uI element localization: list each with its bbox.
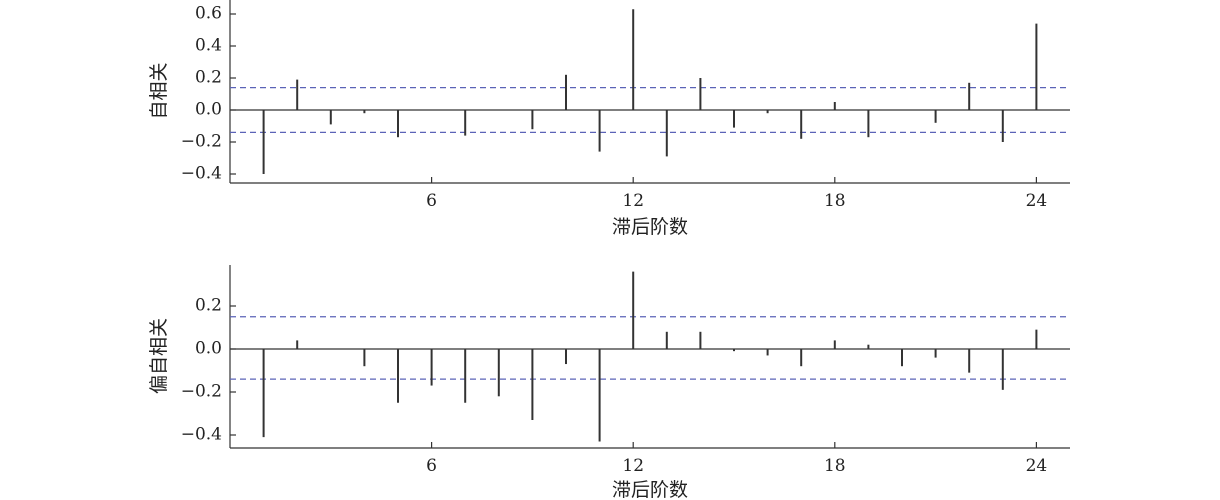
- acf-y-tick-label: −0.2: [181, 132, 222, 152]
- pacf-x-axis-label: 滞后阶数: [612, 479, 688, 500]
- pacf-x-ticks: 6 12 18 24: [426, 442, 1047, 476]
- pacf-y-tick-label: 0.2: [195, 296, 222, 316]
- acf-y-ticks: 0.6 0.4 0.2 0.0 −0.2 −0.4: [181, 4, 236, 184]
- pacf-y-tick-label: −0.4: [181, 425, 222, 445]
- acf-y-tick-label: 0.0: [195, 100, 222, 120]
- acf-y-tick-label: 0.6: [195, 4, 222, 24]
- acf-y-tick-label: −0.4: [181, 164, 222, 184]
- acf-y-tick-label: 0.4: [195, 36, 222, 56]
- pacf-x-tick-label: 6: [426, 456, 437, 476]
- pacf-panel: 0.2 0.0 −0.2 −0.4 6 12 18 24: [148, 265, 1070, 500]
- acf-x-tick-label: 24: [1026, 191, 1048, 211]
- acf-y-tick-label: 0.2: [195, 68, 222, 88]
- pacf-x-tick-label: 18: [824, 456, 846, 476]
- acf-panel: 0.6 0.4 0.2 0.0 −0.2 −0.4 6 12 18 24: [148, 0, 1070, 238]
- pacf-y-ticks: 0.2 0.0 −0.2 −0.4: [181, 296, 236, 445]
- acf-x-tick-label: 6: [426, 191, 437, 211]
- acf-x-tick-label: 18: [824, 191, 846, 211]
- pacf-stems: [262, 271, 1038, 442]
- pacf-y-tick-label: 0.0: [195, 339, 222, 359]
- acf-x-ticks: 6 12 18 24: [426, 177, 1047, 211]
- acf-y-axis-label: 自相关: [148, 62, 170, 119]
- pacf-y-axis-label: 偏自相关: [148, 318, 170, 394]
- acf-x-tick-label: 12: [622, 191, 644, 211]
- acf-x-axis-label: 滞后阶数: [612, 216, 688, 238]
- pacf-x-tick-label: 24: [1026, 456, 1048, 476]
- pacf-x-tick-label: 12: [622, 456, 644, 476]
- pacf-y-tick-label: −0.2: [181, 382, 222, 402]
- acf-stems: [262, 9, 1038, 174]
